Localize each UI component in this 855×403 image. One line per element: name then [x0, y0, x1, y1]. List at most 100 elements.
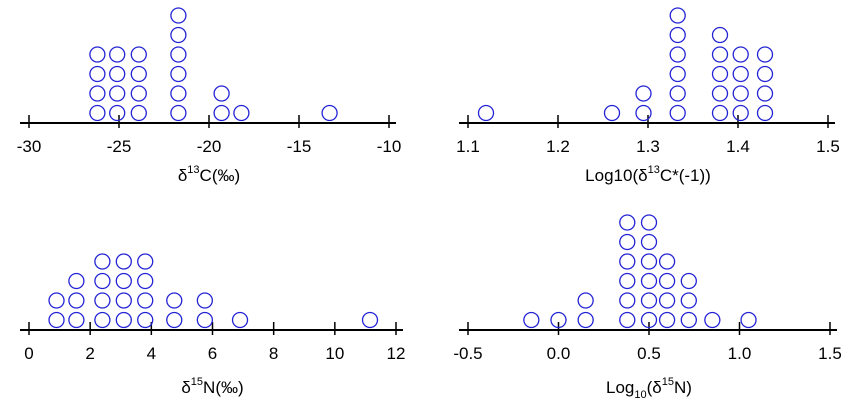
x-axis-title: δ13C(‰)	[178, 164, 240, 185]
data-point	[110, 47, 125, 62]
data-point	[110, 67, 125, 82]
data-point	[636, 86, 651, 101]
data-point	[110, 106, 125, 121]
data-point	[214, 86, 229, 101]
data-point	[670, 28, 685, 43]
x-tick-label: 2	[85, 344, 94, 363]
data-point	[620, 254, 635, 269]
data-point	[116, 313, 131, 328]
x-axis-title-part: Log10(δ	[585, 166, 647, 185]
x-tick-label: 0.5	[637, 344, 661, 363]
x-axis-title-part: Log	[606, 378, 634, 397]
data-point	[138, 293, 153, 308]
data-point	[479, 106, 494, 121]
data-point	[95, 274, 110, 289]
x-tick-label: 1.5	[816, 137, 840, 156]
x-axis-title-part: 13	[187, 164, 199, 176]
x-axis-title: Log10(δ15N)	[606, 376, 692, 401]
data-point	[713, 86, 728, 101]
data-point	[705, 313, 720, 328]
x-axis-title: Log10(δ13C*(-1))	[585, 164, 711, 185]
data-point	[131, 67, 146, 82]
data-point	[758, 47, 773, 62]
data-point	[713, 67, 728, 82]
data-point	[171, 28, 186, 43]
data-point	[620, 215, 635, 230]
x-tick-label: -15	[287, 137, 312, 156]
data-point	[733, 86, 748, 101]
data-point	[234, 106, 249, 121]
data-point	[620, 313, 635, 328]
x-axis-title-part: N)	[674, 378, 692, 397]
x-axis-title-part: (δ	[647, 378, 662, 397]
x-tick-label: 6	[208, 344, 217, 363]
data-point	[131, 106, 146, 121]
x-tick-label: -0.5	[453, 344, 482, 363]
data-point	[578, 313, 593, 328]
data-point	[171, 8, 186, 23]
data-point	[733, 67, 748, 82]
data-point	[620, 274, 635, 289]
data-point	[605, 106, 620, 121]
x-axis-title: δ15N(‰)	[181, 376, 243, 397]
data-point	[681, 293, 696, 308]
data-point	[322, 106, 337, 121]
x-axis-title-part: N(‰)	[203, 378, 244, 397]
x-axis-title-part: δ	[178, 166, 187, 185]
panel-delta13c: -30 -25 -20 -15 -10 δ13C(‰)	[17, 8, 402, 185]
x-tick-label: 1.1	[456, 137, 480, 156]
data-point	[363, 313, 378, 328]
data-point	[95, 313, 110, 328]
panel-delta15n: 0 2 4 6 8 10 12 δ15N(‰)	[20, 254, 405, 397]
data-point	[197, 293, 212, 308]
data-point	[758, 67, 773, 82]
data-point	[90, 47, 105, 62]
data-point	[660, 313, 675, 328]
data-point	[171, 86, 186, 101]
data-point	[171, 47, 186, 62]
data-point	[681, 274, 696, 289]
data-point	[167, 313, 182, 328]
x-axis-title-part: 13	[648, 164, 660, 176]
data-point	[69, 313, 84, 328]
data-point	[110, 86, 125, 101]
data-point	[138, 254, 153, 269]
data-point	[642, 274, 657, 289]
data-point	[670, 106, 685, 121]
data-point	[95, 254, 110, 269]
data-point	[642, 215, 657, 230]
x-tick-label: 1.3	[636, 137, 660, 156]
data-point	[95, 293, 110, 308]
x-tick-label: 1.2	[546, 137, 570, 156]
data-point	[620, 293, 635, 308]
data-point	[713, 47, 728, 62]
data-point	[670, 47, 685, 62]
data-point	[660, 293, 675, 308]
data-point	[524, 313, 539, 328]
x-axis-title-part: 15	[191, 376, 203, 388]
data-point	[69, 274, 84, 289]
data-point	[138, 274, 153, 289]
x-tick-label: -30	[17, 137, 42, 156]
x-tick-label: 12	[387, 344, 406, 363]
data-point	[197, 313, 212, 328]
data-point	[578, 293, 593, 308]
x-tick-label: 10	[325, 344, 344, 363]
x-tick-label: 1.4	[726, 137, 750, 156]
data-point	[670, 8, 685, 23]
data-point	[670, 86, 685, 101]
data-point	[713, 106, 728, 121]
data-point	[660, 274, 675, 289]
x-axis-title-part: 10	[634, 389, 646, 401]
data-point	[233, 313, 248, 328]
data-point	[116, 293, 131, 308]
data-point	[167, 293, 182, 308]
data-point	[758, 106, 773, 121]
data-point	[681, 313, 696, 328]
panel-log-delta15n: -0.5 0.0 0.5 1.0 1.5 Log10(δ15N)	[453, 215, 841, 401]
data-point	[49, 293, 64, 308]
x-tick-label: 8	[269, 344, 278, 363]
panel-log-delta13c: 1.1 1.2 1.3 1.4 1.5 Log10(δ13C*(-1))	[456, 8, 840, 185]
data-point	[131, 86, 146, 101]
x-tick-label: 0.0	[547, 344, 571, 363]
